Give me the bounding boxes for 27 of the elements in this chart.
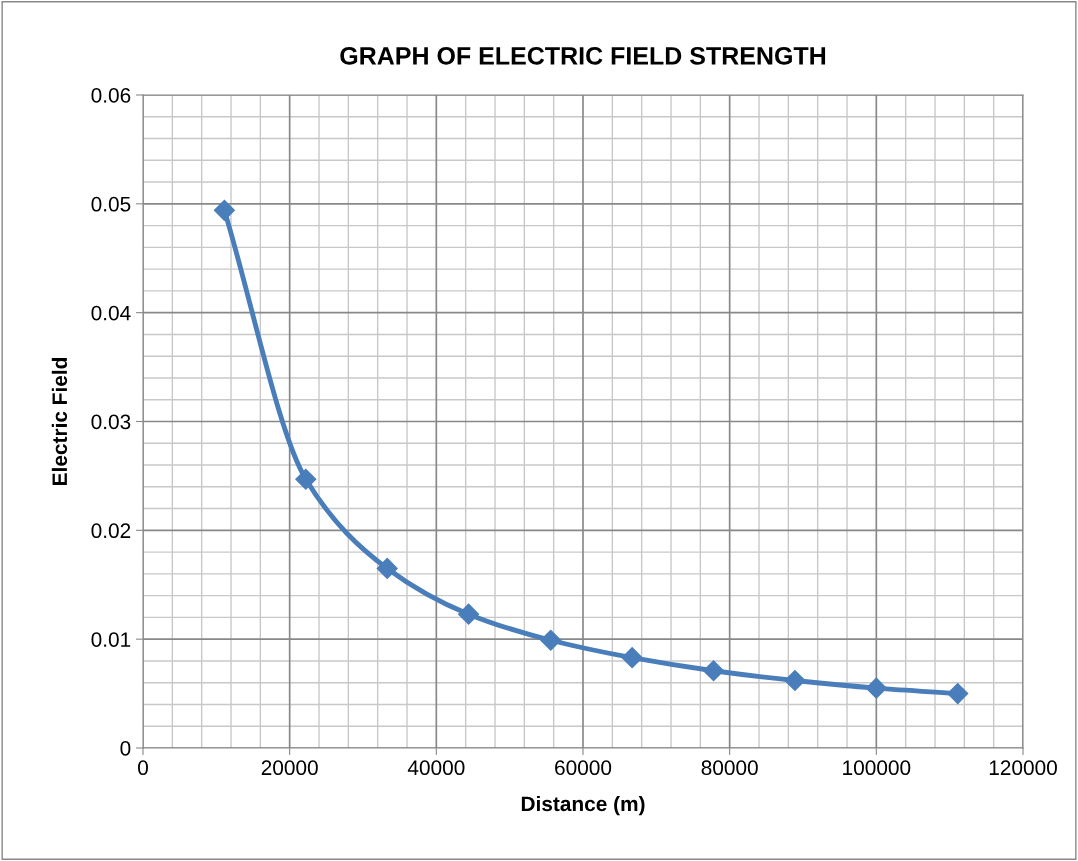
chart-title: GRAPH OF ELECTRIC FIELD STRENGTH [340,46,826,65]
point [295,468,317,490]
x-axis-title: Distance (m) [521,795,645,816]
point [376,557,398,579]
point [784,670,806,692]
y-tick-label: 0.04 [91,305,131,321]
point [213,199,235,221]
y-axis-title: Electric Field [51,358,68,485]
x-tick-label: 40000 [407,760,465,776]
y-tick-label: 0.06 [91,88,131,103]
x-tick-label: 120000 [989,760,1057,776]
point [458,603,480,625]
point [703,660,725,682]
x-tick-label: 60000 [555,760,612,776]
y-tick-label: 0.05 [91,196,131,212]
point [947,683,969,705]
point [621,647,643,669]
y-tick-label: 0.02 [91,523,131,539]
x-tick-label: 100000 [843,760,911,776]
x-tick-label: 20000 [261,760,318,776]
x-tick-label: 0 [138,760,148,776]
x-tick-label: 80000 [701,760,758,776]
point [865,677,887,699]
y-tick-label: 0.03 [91,414,131,430]
y-tick-label: 0.01 [91,632,131,647]
point [540,629,562,651]
y-tick-label: 0 [120,741,131,756]
